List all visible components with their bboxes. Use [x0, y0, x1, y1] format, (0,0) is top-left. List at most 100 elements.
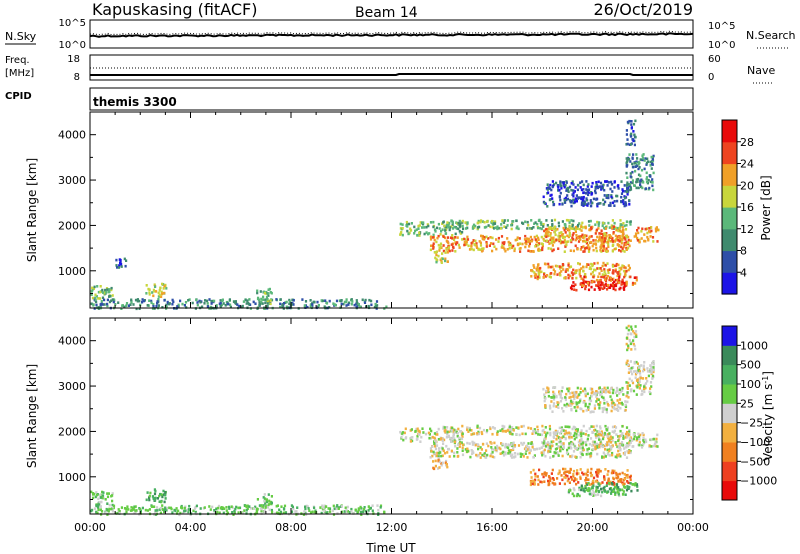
power-cell: [567, 219, 570, 222]
power-cell: [637, 226, 640, 230]
velocity-cell: [440, 463, 443, 467]
power-cell: [569, 265, 573, 268]
power-cell: [534, 245, 537, 248]
velocity-cell: [164, 491, 167, 494]
power-cell: [537, 219, 540, 222]
velocity-cell: [548, 442, 551, 446]
power-cell: [606, 262, 609, 265]
power-cell: [267, 288, 270, 291]
power-cell: [540, 242, 543, 245]
velocity-cell: [551, 468, 554, 472]
power-cell: [561, 263, 564, 266]
velocity-cell: [622, 485, 626, 488]
velocity-cell: [537, 483, 540, 486]
power-cell: [456, 241, 459, 244]
power-cell: [497, 240, 500, 243]
power-cell: [649, 164, 652, 167]
power-cell: [626, 187, 629, 191]
power-cell: [611, 249, 614, 253]
power-cell: [635, 278, 638, 282]
power-cell: [571, 236, 574, 239]
power-cell: [355, 299, 358, 302]
velocity-cell: [547, 450, 550, 453]
velocity-cell: [576, 386, 579, 390]
power-cell: [124, 264, 127, 268]
power-cell: [585, 246, 588, 249]
power-cell: [587, 263, 590, 266]
velocity-cell: [613, 429, 616, 433]
power-cell: [461, 238, 464, 241]
power-cell: [613, 180, 616, 183]
power-cell: [480, 219, 483, 222]
power-cell: [564, 227, 567, 230]
velocity-cell: [223, 507, 226, 510]
velocity-cell: [652, 437, 656, 441]
power-cell: [562, 240, 565, 244]
power-cell: [610, 194, 613, 197]
velocity-cell: [642, 439, 645, 442]
power-cell: [448, 249, 451, 253]
velocity-cell: [594, 480, 597, 483]
power-cell: [263, 291, 267, 295]
velocity-cell: [602, 388, 605, 391]
velocity-cell: [362, 507, 365, 511]
velocity-cell: [620, 434, 623, 437]
velocity-cell: [422, 431, 425, 434]
velocity-cell: [313, 506, 316, 510]
power-cell: [557, 221, 560, 225]
velocity-cell: [649, 381, 653, 384]
power-cell: [625, 189, 629, 193]
station-title: Kapuskasing (fitACF): [92, 0, 257, 19]
power-cell: [461, 221, 464, 224]
power-cell: [265, 295, 269, 299]
power-cell: [588, 237, 591, 240]
power-cell: [585, 180, 588, 183]
power-cell: [561, 233, 564, 236]
power-cell: [527, 239, 530, 243]
velocity-cell: [628, 384, 631, 387]
power-cell: [359, 305, 362, 308]
velocity-cell: [629, 437, 632, 440]
power-cell: [110, 286, 113, 290]
velocity-cell: [566, 402, 569, 406]
velocity-cell: [612, 481, 615, 484]
velocity-cell: [531, 445, 534, 449]
velocity-cell: [650, 365, 653, 369]
power-cell: [572, 238, 575, 241]
velocity-cell: [608, 454, 611, 457]
velocity-cell: [163, 500, 166, 504]
velocity-cell: [367, 505, 370, 508]
power-cell: [625, 246, 628, 250]
power-cell: [101, 296, 105, 300]
velocity-cell: [164, 497, 167, 500]
velocity-cell: [556, 477, 559, 480]
power-cell: [641, 156, 644, 160]
velocity-cell: [502, 454, 506, 457]
power-cell: [622, 265, 625, 268]
power-cell: [605, 240, 608, 244]
velocity-cell: [153, 488, 156, 491]
velocity-cell: [448, 430, 451, 434]
power-cell: [546, 227, 549, 231]
power-cell: [510, 227, 513, 231]
velocity-cell: [577, 472, 580, 475]
velocity-cell: [502, 450, 505, 454]
velocity-cell: [436, 433, 439, 436]
velocity-cell: [599, 442, 602, 445]
power-cell: [171, 298, 174, 302]
velocity-cell: [637, 383, 640, 387]
power-cell: [638, 240, 641, 244]
power-cell: [537, 263, 540, 267]
velocity-cell: [629, 441, 632, 445]
power-cell: [256, 291, 259, 295]
velocity-cell: [509, 428, 512, 431]
power-cell: [615, 282, 618, 286]
velocity-cell: [562, 410, 565, 413]
power-cell: [639, 183, 642, 187]
velocity-cell: [436, 451, 439, 455]
power-cell: [475, 246, 479, 249]
power-cell: [316, 300, 319, 304]
velocity-cell: [170, 507, 173, 511]
velocity-cell: [635, 393, 638, 396]
power-cell: [292, 299, 295, 302]
